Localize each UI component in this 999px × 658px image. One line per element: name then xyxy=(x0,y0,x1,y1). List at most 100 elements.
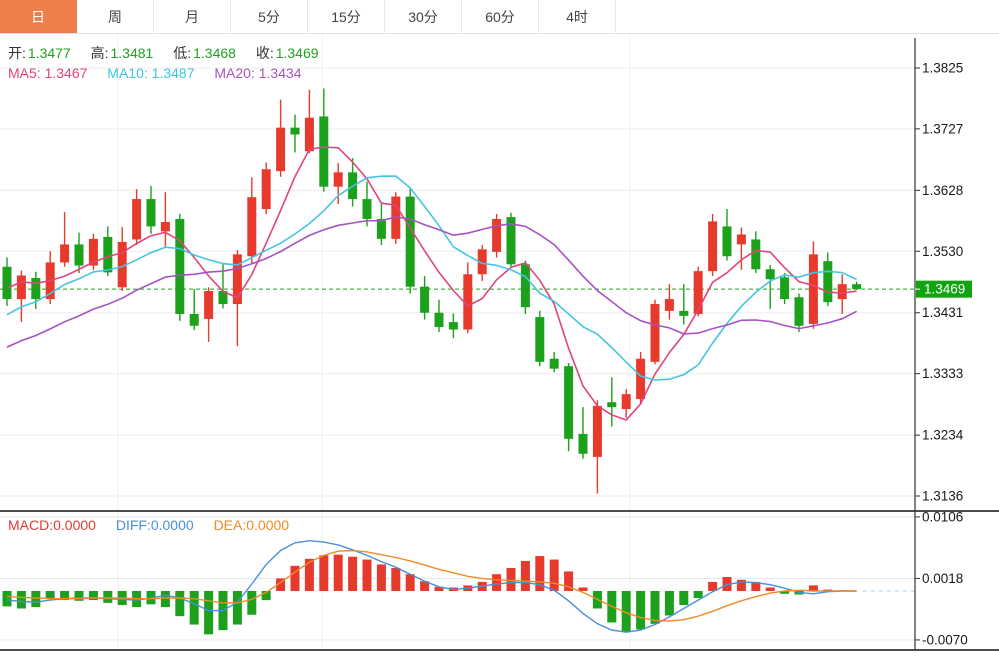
candle-body[interactable] xyxy=(16,275,26,300)
macd-bar xyxy=(376,564,386,591)
candle-body[interactable] xyxy=(88,238,98,266)
macd-bar xyxy=(276,578,286,591)
candle-body[interactable] xyxy=(319,116,329,187)
candle-body[interactable] xyxy=(218,291,228,305)
macd-bar xyxy=(650,591,660,624)
tab-day[interactable]: 日 xyxy=(0,0,77,33)
macd-bar xyxy=(492,574,502,591)
candle-body[interactable] xyxy=(448,322,458,330)
macd-bar xyxy=(304,558,314,591)
macd-bar xyxy=(261,591,271,601)
ma10-label: MA10: xyxy=(107,65,148,81)
candle-body[interactable] xyxy=(290,127,300,135)
candle-body[interactable] xyxy=(261,169,271,210)
candle-body[interactable] xyxy=(549,358,559,369)
candle-body[interactable] xyxy=(808,254,818,324)
macd-bar xyxy=(434,586,444,591)
candle-body[interactable] xyxy=(837,284,847,300)
candle-body[interactable] xyxy=(636,358,646,400)
current-price-badge xyxy=(916,280,972,298)
candle-body[interactable] xyxy=(852,284,862,290)
candle-body[interactable] xyxy=(621,394,631,410)
candle-body[interactable] xyxy=(477,249,487,275)
candle-body[interactable] xyxy=(2,266,12,300)
ma-legend: MA5: 1.3467 MA10: 1.3487 MA20: 1.3434 xyxy=(8,65,318,81)
macd-bar xyxy=(348,556,358,591)
price-axis-label: 1.3431 xyxy=(922,305,963,320)
candle-body[interactable] xyxy=(304,117,314,152)
price-axis-label: 1.3727 xyxy=(922,121,963,136)
candle-body[interactable] xyxy=(535,317,545,362)
ohlc-legend: 开: 1.3477 高: 1.3481 低: 1.3468 收: 1.3469 xyxy=(8,43,335,63)
candle-body[interactable] xyxy=(564,366,574,439)
macd-bar xyxy=(16,591,26,609)
candle-body[interactable] xyxy=(31,277,41,300)
candle-body[interactable] xyxy=(592,405,602,457)
tab-30min[interactable]: 30分 xyxy=(385,0,462,33)
candle-body[interactable] xyxy=(117,241,127,288)
macd-bar xyxy=(751,581,761,591)
macd-bar xyxy=(362,559,372,591)
candle-body[interactable] xyxy=(74,244,84,266)
candle-body[interactable] xyxy=(578,433,588,454)
close-value: 1.3469 xyxy=(275,45,319,61)
macd-bar xyxy=(232,591,242,625)
candle-body[interactable] xyxy=(722,226,732,257)
macd-bar xyxy=(535,556,545,591)
candle-body[interactable] xyxy=(376,218,386,239)
candle-body[interactable] xyxy=(607,402,617,408)
candle-body[interactable] xyxy=(60,244,70,263)
candle-body[interactable] xyxy=(463,274,473,330)
candle-body[interactable] xyxy=(751,239,761,270)
candle-body[interactable] xyxy=(232,254,242,305)
tab-5min[interactable]: 5分 xyxy=(231,0,308,33)
candle-body[interactable] xyxy=(420,286,430,313)
diff-value: 0.0000 xyxy=(150,517,194,533)
candle-body[interactable] xyxy=(693,271,703,314)
candle-body[interactable] xyxy=(362,199,372,219)
candle-body[interactable] xyxy=(708,221,718,272)
candle-body[interactable] xyxy=(506,217,516,265)
tab-60min[interactable]: 60分 xyxy=(462,0,539,33)
candle-body[interactable] xyxy=(794,297,804,326)
candle-body[interactable] xyxy=(405,196,415,287)
candle-body[interactable] xyxy=(189,313,199,326)
candle-body[interactable] xyxy=(160,222,170,232)
candle-body[interactable] xyxy=(736,234,746,245)
timeframe-tabs: 日 周 月 5分 15分 30分 60分 4时 xyxy=(0,0,999,34)
macd-bar xyxy=(175,591,185,617)
tab-month[interactable]: 月 xyxy=(154,0,231,33)
candle-body[interactable] xyxy=(247,197,257,257)
candle-body[interactable] xyxy=(333,172,343,187)
macd-value: 0.0000 xyxy=(53,517,96,533)
macd-bar xyxy=(736,579,746,591)
candle-body[interactable] xyxy=(664,299,674,311)
macd-bar xyxy=(189,591,199,625)
macd-bar xyxy=(708,581,718,591)
candle-body[interactable] xyxy=(204,291,214,319)
ma5-line xyxy=(6,146,857,421)
tab-15min[interactable]: 15分 xyxy=(308,0,385,33)
candle-body[interactable] xyxy=(492,218,502,252)
candle-body[interactable] xyxy=(146,199,156,227)
candle-body[interactable] xyxy=(103,236,113,273)
candle-body[interactable] xyxy=(520,264,530,308)
candle-body[interactable] xyxy=(276,127,286,172)
ma5-value: 1.3467 xyxy=(44,65,88,81)
candle-body[interactable] xyxy=(434,312,444,328)
macd-bar xyxy=(621,591,631,632)
candle-body[interactable] xyxy=(823,261,833,303)
candle-body[interactable] xyxy=(780,277,790,300)
macd-histogram-layer xyxy=(2,554,847,635)
candle-body[interactable] xyxy=(650,304,660,362)
current-price-badge-text: 1.3469 xyxy=(924,282,965,297)
candle-body[interactable] xyxy=(679,310,689,316)
candle-body[interactable] xyxy=(175,218,185,314)
tab-week[interactable]: 周 xyxy=(77,0,154,33)
price-axis-label: 1.3136 xyxy=(922,489,963,504)
tab-4hour[interactable]: 4时 xyxy=(539,0,616,33)
macd-bar xyxy=(420,581,430,591)
candle-body[interactable] xyxy=(765,269,775,280)
candle-body[interactable] xyxy=(132,199,142,240)
